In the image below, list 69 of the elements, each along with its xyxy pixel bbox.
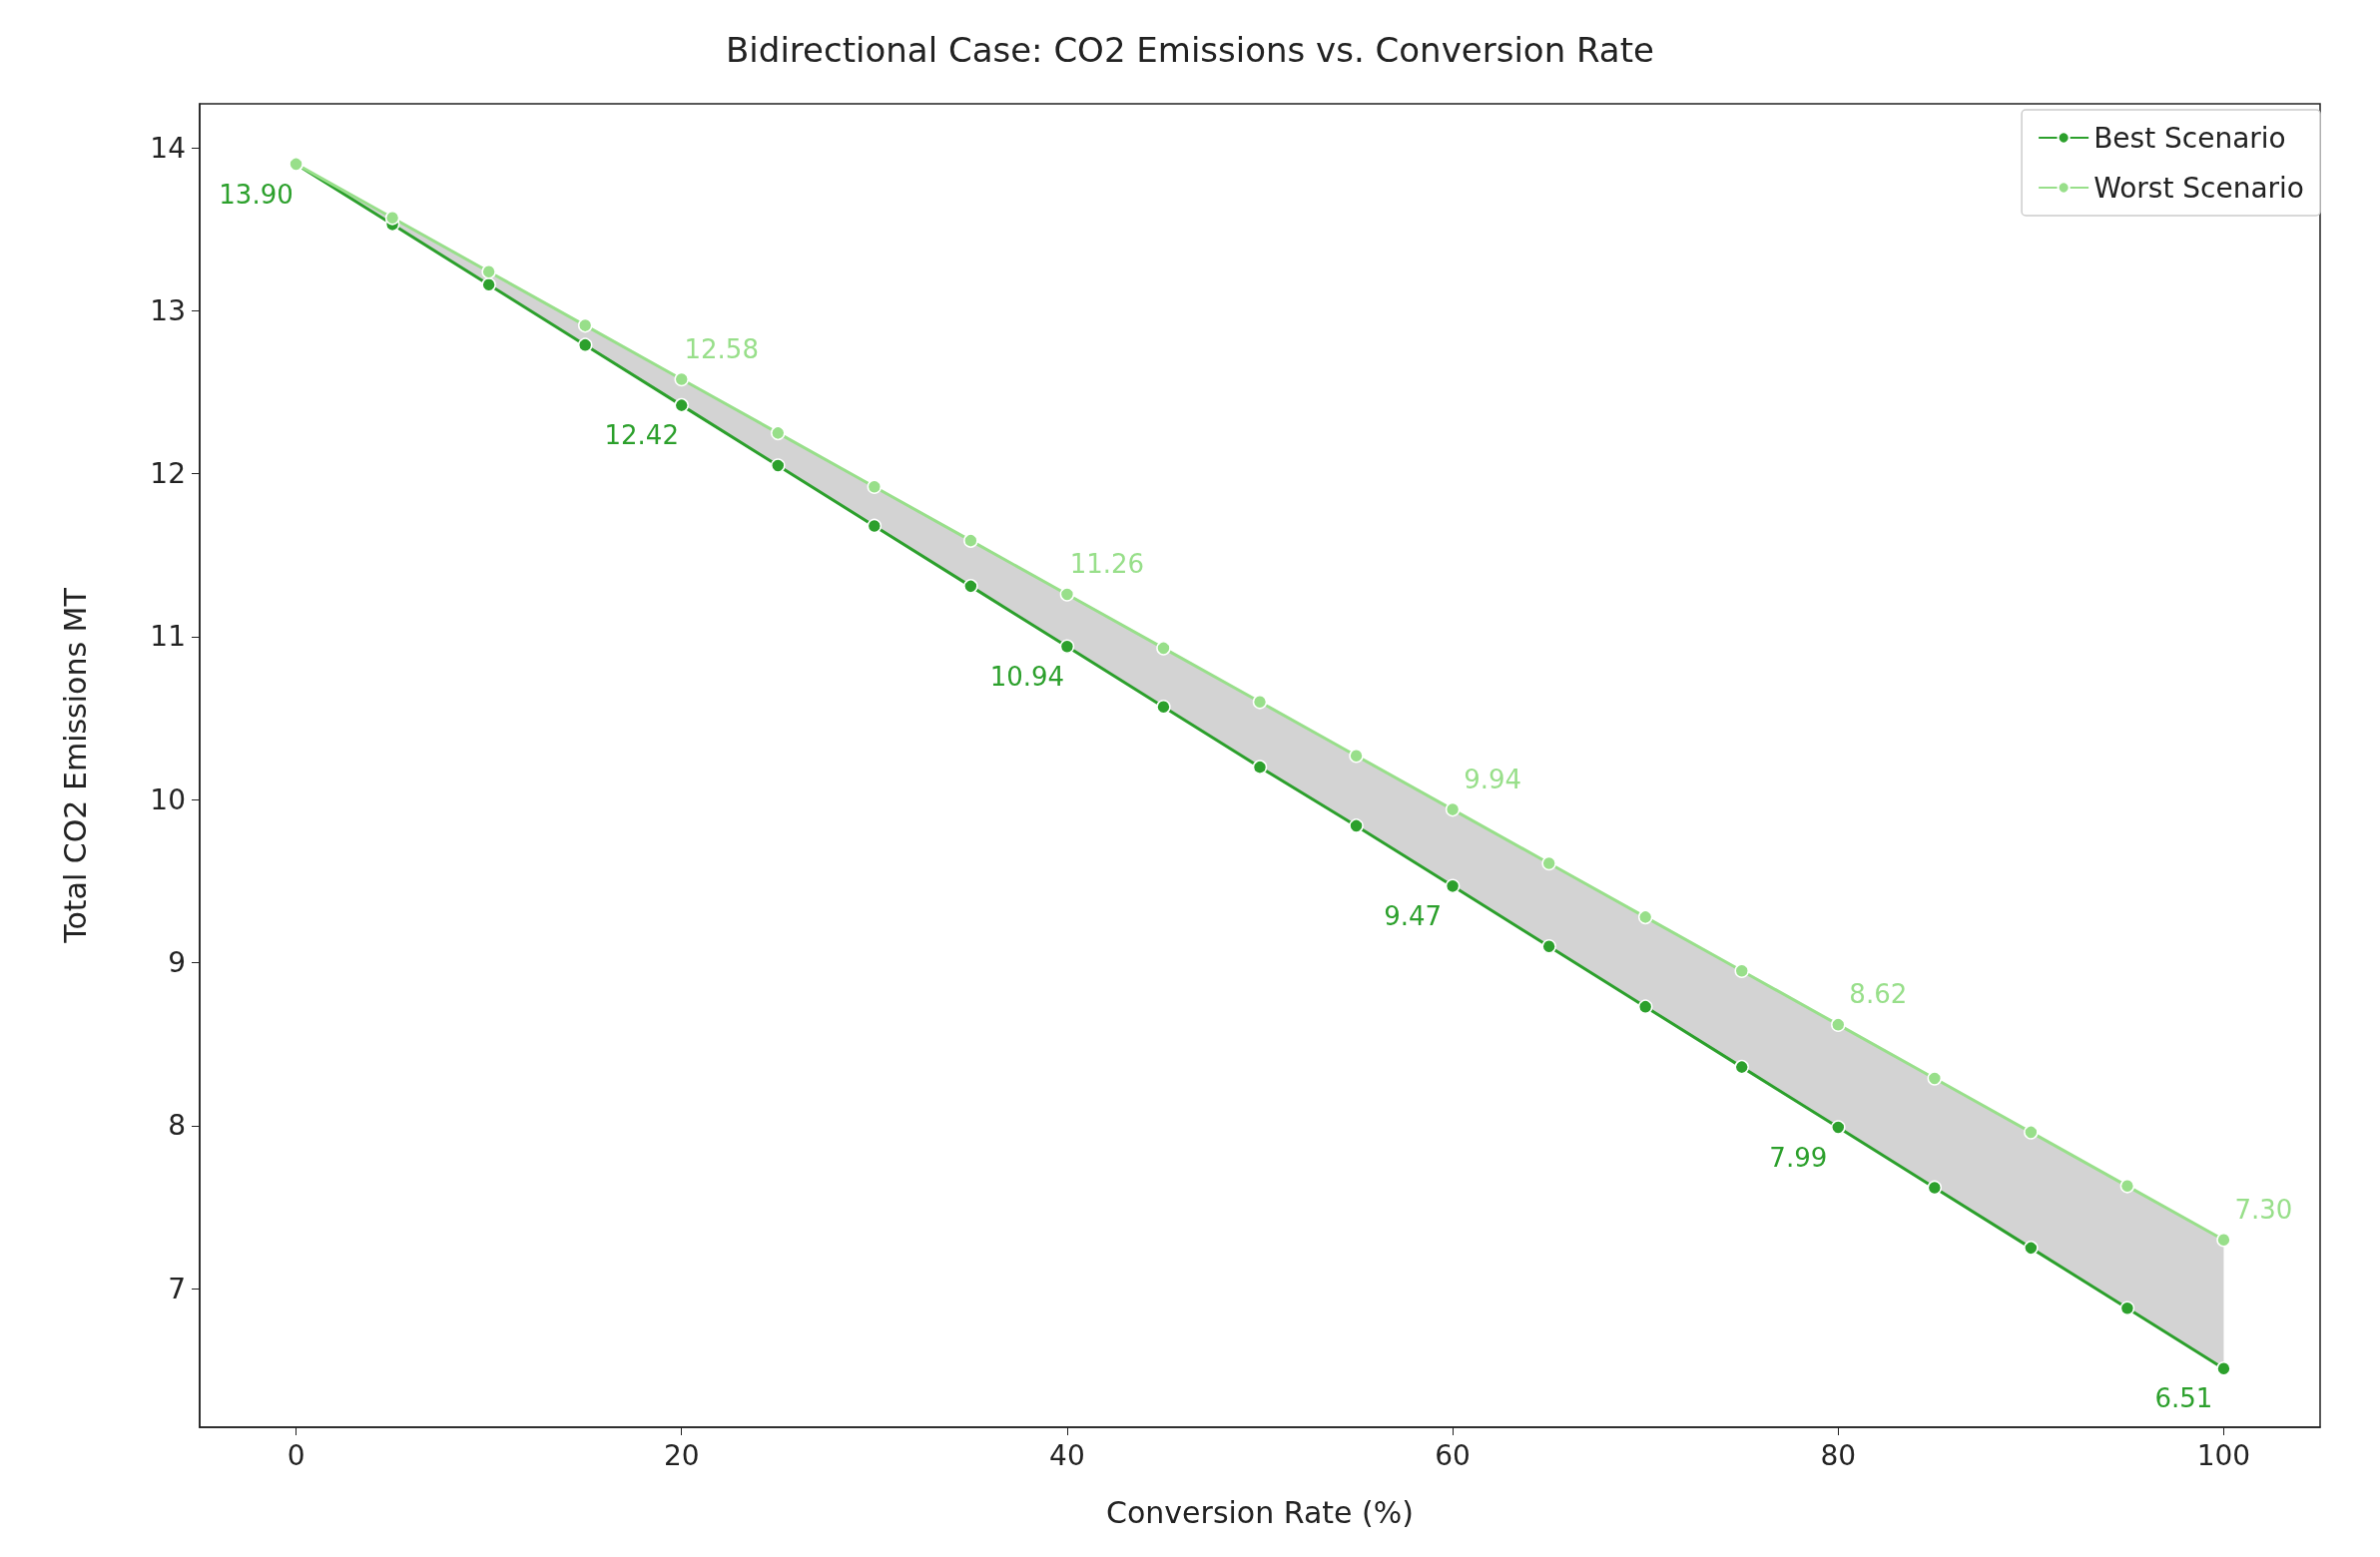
x-tick-label: 0 [287, 1438, 305, 1472]
x-tick-label: 20 [663, 1438, 700, 1472]
legend-label: Best Scenario [2093, 121, 2286, 155]
point [1156, 641, 1171, 656]
y-tick-label: 13 [150, 293, 186, 327]
data-label: 13.90 [219, 179, 294, 210]
point [1059, 639, 1075, 655]
point [1831, 1017, 1846, 1032]
point [1734, 963, 1749, 978]
point [1637, 999, 1653, 1014]
point [1059, 587, 1075, 602]
point [963, 579, 978, 594]
point [2216, 1232, 2231, 1248]
data-label: 11.26 [1069, 549, 1145, 580]
point [1252, 760, 1268, 775]
point [674, 371, 689, 387]
point [1541, 939, 1556, 954]
point [2119, 1300, 2135, 1316]
point [1156, 699, 1171, 715]
x-tick-label: 40 [1049, 1438, 1085, 1472]
point [1252, 695, 1268, 710]
point [2024, 1125, 2039, 1140]
point [1734, 1059, 1749, 1075]
point [771, 458, 786, 473]
point [1445, 801, 1461, 817]
point [1349, 748, 1364, 764]
point [481, 277, 496, 292]
x-tick-label: 80 [1820, 1438, 1857, 1472]
point [1927, 1071, 1943, 1086]
point [771, 425, 786, 441]
point [1927, 1180, 1943, 1196]
x-axis-title: Conversion Rate (%) [1106, 1494, 1414, 1530]
data-label: 12.58 [684, 333, 759, 364]
point [384, 211, 400, 226]
point [1541, 855, 1556, 871]
y-tick-label: 9 [168, 946, 186, 980]
data-label: 7.30 [2234, 1194, 2293, 1225]
data-label: 6.51 [2154, 1383, 2213, 1414]
point [1445, 878, 1461, 894]
point [2119, 1179, 2135, 1194]
y-axis-title: Total CO2 Emissions MT [57, 587, 93, 944]
point [481, 263, 496, 279]
point [1349, 818, 1364, 833]
y-tick-label: 11 [150, 620, 186, 654]
y-tick-label: 8 [168, 1109, 186, 1143]
data-label: 7.99 [1769, 1142, 1828, 1173]
point [1637, 909, 1653, 925]
y-tick-label: 10 [150, 782, 186, 816]
data-label: 12.42 [604, 420, 679, 451]
x-tick-label: 100 [2196, 1438, 2251, 1472]
legend-label: Worst Scenario [2093, 171, 2304, 205]
chart-title: Bidirectional Case: CO2 Emissions vs. Conversion Rate [726, 30, 1654, 70]
point [577, 337, 593, 352]
point [577, 317, 593, 333]
point [867, 479, 883, 494]
x-tick-label: 60 [1435, 1438, 1471, 1472]
y-tick-label: 7 [168, 1272, 186, 1305]
point [963, 533, 978, 548]
data-label: 9.94 [1464, 764, 1522, 794]
point [1831, 1120, 1846, 1135]
data-label: 10.94 [989, 662, 1065, 693]
point [674, 397, 689, 413]
y-tick-label: 12 [150, 457, 186, 491]
data-label: 8.62 [1849, 979, 1908, 1010]
data-label: 9.47 [1384, 901, 1443, 932]
point [867, 518, 883, 534]
point [2024, 1241, 2039, 1256]
point [2216, 1360, 2231, 1376]
y-tick-label: 14 [150, 131, 186, 165]
